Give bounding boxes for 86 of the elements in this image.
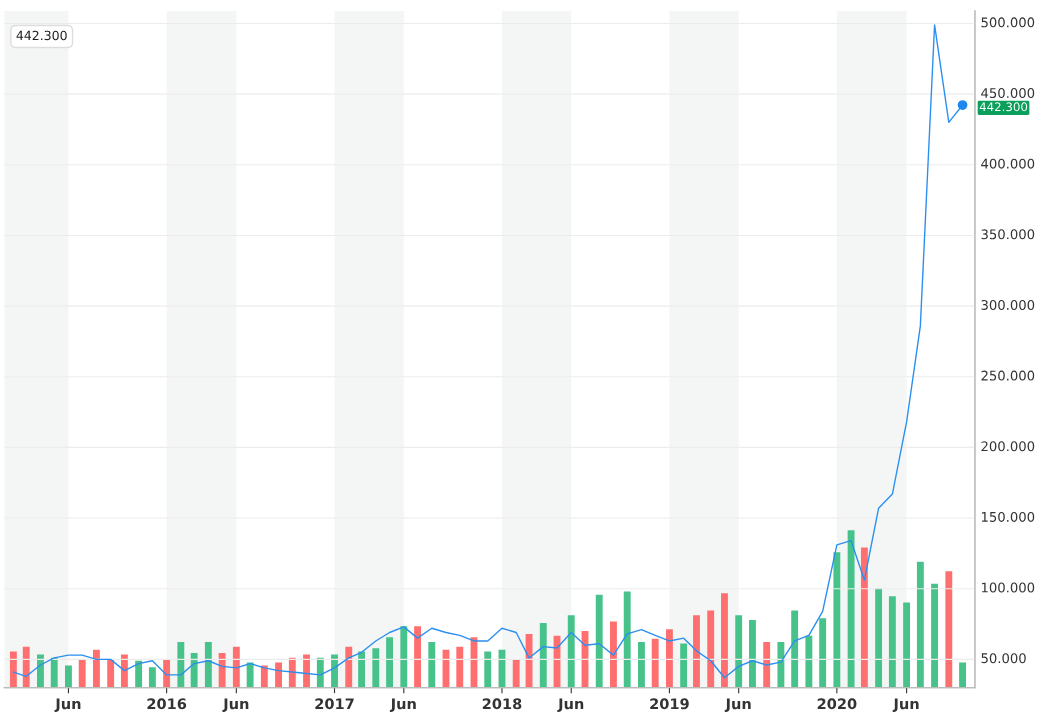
bar — [805, 635, 813, 688]
y-tick-label: 100.000 — [981, 582, 1035, 593]
bar — [414, 626, 421, 688]
bar — [819, 618, 827, 688]
bar — [92, 649, 100, 688]
bar — [400, 626, 408, 688]
bar — [386, 637, 394, 688]
bar — [246, 662, 254, 688]
bar — [22, 646, 30, 688]
bar — [680, 643, 688, 688]
bar — [651, 638, 659, 688]
bar — [735, 615, 743, 688]
bar — [707, 610, 715, 688]
x-tick-label: Jun — [724, 698, 751, 713]
bar — [120, 654, 128, 688]
y-tick-label: 450.000 — [981, 88, 1035, 98]
bar — [288, 657, 296, 688]
bar — [903, 602, 911, 688]
bar — [107, 659, 115, 688]
bar — [763, 641, 771, 688]
y-tick-label: 250.000 — [981, 370, 1035, 381]
y-tick-label: 350.000 — [981, 229, 1035, 240]
bar — [303, 654, 310, 688]
bar — [567, 615, 575, 688]
bar — [190, 652, 198, 688]
y-tick-label: 50.000 — [981, 653, 1026, 664]
bar — [456, 646, 464, 688]
bar — [916, 561, 924, 688]
bar — [623, 591, 631, 688]
bar — [749, 619, 756, 688]
bar — [78, 659, 86, 688]
bar — [484, 651, 492, 688]
bar — [833, 552, 841, 688]
bar — [945, 571, 953, 688]
x-tick-label: 2018 — [482, 698, 522, 710]
y-tick-label: 400.000 — [981, 158, 1035, 169]
y-tick-label: 500.000 — [981, 17, 1035, 28]
bar — [50, 657, 58, 688]
bar — [260, 665, 268, 688]
x-tick-label: 2016 — [147, 698, 187, 710]
x-tick-label: Jun — [54, 698, 81, 713]
bar — [931, 583, 939, 688]
bar — [539, 623, 547, 688]
bar — [148, 667, 156, 688]
bar — [595, 594, 603, 688]
x-tick-label: 2020 — [817, 698, 857, 710]
bar — [9, 651, 17, 688]
bar — [372, 648, 380, 688]
x-tick-label: Jun — [892, 698, 919, 713]
bar — [345, 646, 353, 688]
bar — [37, 654, 44, 688]
bar — [791, 610, 799, 688]
bar — [331, 654, 338, 688]
bar — [316, 657, 324, 688]
bar — [959, 662, 966, 688]
bar — [875, 588, 883, 688]
bar — [163, 659, 171, 688]
annotation: 442.300 — [979, 102, 1028, 112]
bar — [65, 665, 72, 688]
bar — [610, 621, 617, 688]
bar — [428, 641, 436, 688]
y-tick-label: 200.000 — [981, 441, 1035, 452]
bar — [135, 660, 143, 688]
x-tick-label: Jun — [389, 698, 416, 713]
y-tick-label: 300.000 — [981, 299, 1035, 310]
x-tick-label: 2019 — [650, 698, 689, 710]
bar — [777, 641, 785, 688]
bar — [847, 530, 855, 688]
bar — [665, 629, 673, 688]
bar — [860, 547, 868, 688]
annotation: 442.300 — [16, 30, 67, 41]
bar — [204, 641, 212, 688]
x-tick-label: 2017 — [315, 698, 354, 710]
bar — [512, 659, 520, 688]
y-tick-label: 150.000 — [981, 511, 1035, 522]
bar — [693, 615, 700, 688]
bar — [177, 641, 185, 688]
bar — [232, 646, 240, 688]
bar — [275, 662, 282, 688]
bar — [721, 593, 728, 688]
x-tick-label: Jun — [557, 698, 584, 713]
bar — [637, 641, 645, 688]
bar — [358, 651, 366, 688]
x-tick-label: Jun — [222, 698, 249, 713]
bar — [888, 596, 896, 688]
bar — [218, 652, 226, 688]
